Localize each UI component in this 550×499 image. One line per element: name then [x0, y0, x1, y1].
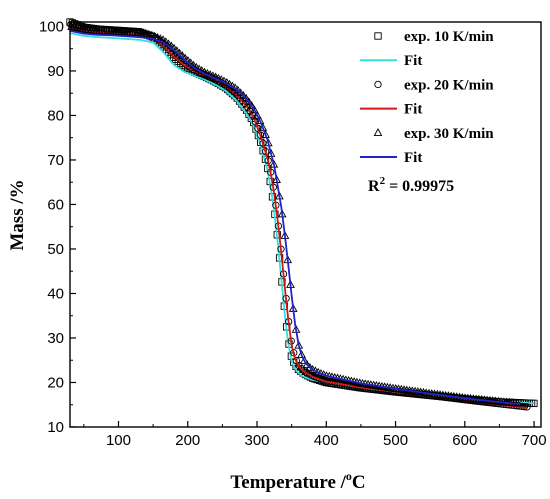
- legend-item: Fit: [360, 53, 422, 69]
- legend-label: Fit: [404, 53, 422, 69]
- legend-marker: [374, 32, 382, 40]
- y-tick-label: 60: [47, 196, 64, 213]
- series-6: [69, 30, 521, 406]
- legend-label: exp. 20 K/min: [404, 77, 494, 93]
- data-marker: [297, 349, 306, 358]
- legend-label: exp. 30 K/min: [404, 126, 494, 142]
- y-axis-title: Mass /%: [7, 179, 28, 250]
- r2-superscript: 2: [380, 175, 386, 187]
- data-marker: [513, 398, 523, 407]
- r2-label: R: [368, 178, 380, 195]
- legend: exp. 10 K/min Fit exp. 20 K/min Fit exp. 30 …: [360, 29, 494, 166]
- legend-item: Fit: [360, 102, 422, 118]
- legend-label: exp. 10 K/min: [404, 29, 494, 45]
- y-tick-label: 100: [39, 18, 64, 35]
- fit-line: [69, 30, 521, 406]
- x-axis-title: Temperature /oC: [230, 469, 365, 493]
- legend-item: exp. 20 K/min: [374, 77, 494, 93]
- y-tick-label: 20: [47, 374, 64, 391]
- x-axis-title-unit: C: [352, 472, 366, 493]
- legend-marker: [373, 128, 383, 137]
- data-marker: [261, 129, 270, 138]
- x-tick-label: 400: [314, 432, 339, 449]
- data-marker: [258, 122, 268, 131]
- y-tick-label: 70: [47, 152, 64, 169]
- data-marker: [246, 107, 254, 115]
- data-marker: [136, 28, 146, 37]
- x-tick-label: 300: [244, 432, 269, 449]
- y-tick-label: 10: [47, 419, 64, 436]
- data-marker: [252, 110, 262, 119]
- legend-label: Fit: [404, 102, 422, 118]
- data-marker: [297, 364, 306, 373]
- data-marker: [247, 101, 257, 110]
- legend-item: exp. 30 K/min: [373, 126, 494, 142]
- data-marker: [299, 355, 309, 364]
- r2-value: = 0.99975: [385, 178, 454, 195]
- data-marker: [244, 97, 254, 106]
- y-tick-label: 80: [47, 107, 64, 124]
- x-tick-label: 700: [522, 432, 547, 449]
- data-marker: [244, 103, 252, 111]
- legend-marker: [374, 80, 382, 89]
- x-tick-label: 600: [452, 432, 477, 449]
- y-tick-label: 30: [47, 330, 64, 347]
- x-tick-label: 100: [106, 432, 131, 449]
- r-squared-annotation: R2 = 0.99975: [368, 175, 454, 195]
- y-tick-label: 50: [47, 241, 64, 258]
- legend-item: exp. 10 K/min: [374, 29, 494, 45]
- x-axis-title-main: Temperature /: [230, 472, 346, 493]
- y-tick-label: 40: [47, 285, 64, 302]
- data-marker: [255, 116, 265, 125]
- series-layer: [66, 18, 538, 411]
- y-tick-label: 90: [47, 63, 64, 80]
- axes: 10 20 30 40 50 60 70 80 90 100 100 200 300 400 500 600 7…: [39, 18, 547, 449]
- data-marker: [250, 105, 259, 114]
- plot-frame: [69, 21, 542, 428]
- x-tick-label: 200: [175, 432, 200, 449]
- data-marker: [249, 111, 257, 120]
- x-tick-label: 500: [383, 432, 408, 449]
- data-marker: [302, 360, 312, 369]
- legend-label: Fit: [404, 150, 422, 166]
- legend-item: Fit: [360, 150, 422, 166]
- x-axis-title-degree: o: [346, 469, 352, 483]
